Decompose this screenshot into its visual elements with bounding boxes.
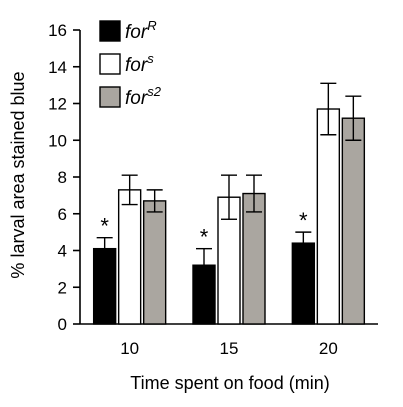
significance-marker: * [299,208,308,233]
x-axis: 10 15 20 [80,323,378,358]
legend-swatch [99,86,121,108]
y-tick-label: 2 [58,278,67,297]
legend-label-base: for [125,88,148,109]
bar [291,242,316,325]
bar [341,117,366,325]
legend-swatch [99,53,121,75]
x-axis-title: Time spent on food (min) [130,373,329,393]
legend-label: fors [125,51,154,76]
legend-label-superscript: s [147,51,154,66]
x-tick-label: 15 [220,339,239,358]
y-tick-label: 6 [58,205,67,224]
y-tick-label: 12 [48,95,67,114]
y-tick-label: 0 [58,315,67,334]
significance-marker: * [200,225,209,250]
bars: * * * [92,82,366,325]
legend-label-base: for [125,55,148,76]
legend-label-superscript: R [147,18,156,33]
y-tick-label: 14 [48,58,67,77]
legend-swatch [99,20,121,42]
bar [316,108,341,325]
legend-label-base: for [125,22,148,43]
y-tick-label: 8 [58,168,67,187]
x-tick-label: 20 [319,339,338,358]
legend-label-superscript: s2 [147,84,162,99]
legend-label: forR [125,18,157,43]
y-axis-title: % larval area stained blue [8,71,28,278]
legend-label: fors2 [125,84,162,109]
y-axis: 0 2 4 6 8 10 12 14 16 [48,21,81,334]
y-tick-label: 16 [48,21,67,40]
y-tick-label: 4 [58,242,67,261]
bar [142,200,167,325]
bar [242,192,266,325]
bar [117,189,142,325]
significance-marker: * [100,214,109,239]
y-tick-label: 10 [48,131,67,150]
x-tick-label: 10 [120,339,139,358]
